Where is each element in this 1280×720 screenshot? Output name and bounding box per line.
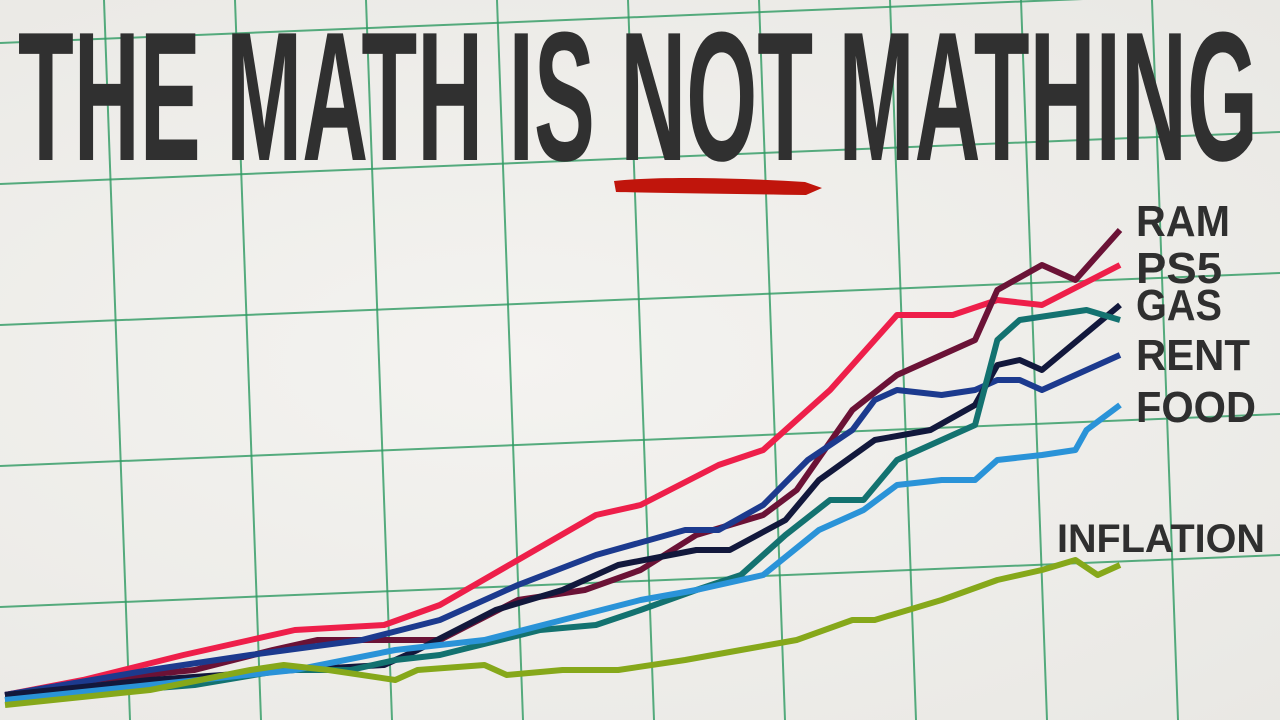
title-emphasis: NOT xyxy=(620,0,813,199)
label-ram: RAM xyxy=(1136,197,1230,246)
grid-line-vertical xyxy=(1151,0,1179,720)
label-gas: GAS xyxy=(1136,281,1222,330)
grid-line-vertical xyxy=(889,0,917,720)
series-line-food xyxy=(4,402,1122,703)
grid-line-horizontal xyxy=(0,413,1280,467)
title-after: MATHING xyxy=(838,0,1258,199)
grid-line-horizontal xyxy=(0,272,1280,326)
grid-line-vertical xyxy=(234,0,262,720)
red-underline-stroke xyxy=(614,178,822,195)
series-line-gas xyxy=(4,302,1122,698)
label-food: FOOD xyxy=(1136,383,1256,432)
grid-line-vertical xyxy=(365,0,393,720)
grid-line-vertical xyxy=(103,0,131,720)
series-line-inflation xyxy=(4,557,1122,708)
grid-line-horizontal xyxy=(0,0,1084,44)
page-title: THE MATH IS NOT MATHING xyxy=(18,0,1258,199)
label-rent: RENT xyxy=(1136,331,1250,380)
label-ps5: PS5 xyxy=(1136,244,1222,293)
grid-line-vertical xyxy=(1020,0,1048,720)
title-before: THE MATH IS xyxy=(18,0,595,199)
grid-line-vertical xyxy=(758,0,786,720)
series-line-rent xyxy=(4,352,1122,698)
label-inflation: INFLATION xyxy=(1057,517,1265,561)
grid-line-horizontal xyxy=(0,131,1280,185)
series-line-teal xyxy=(4,307,1121,703)
series-line-ps5 xyxy=(4,262,1122,698)
